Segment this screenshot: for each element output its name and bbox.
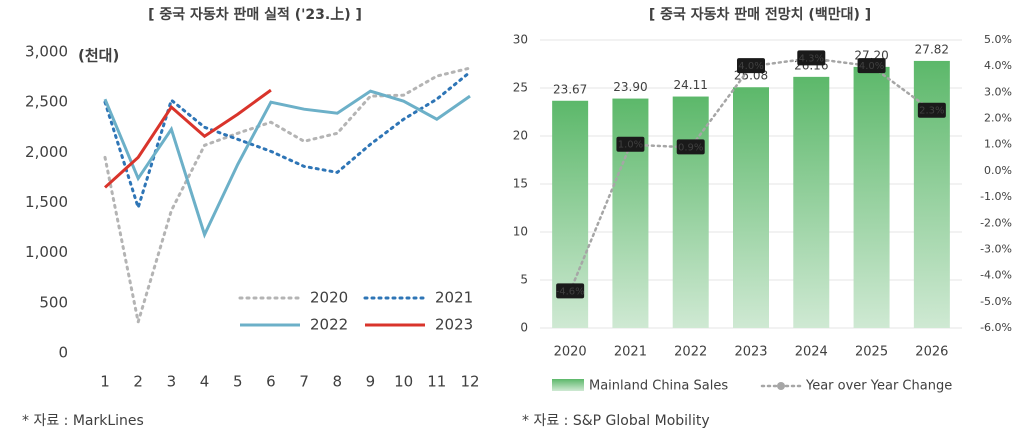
x-tick-label: 7 (299, 373, 309, 391)
y2-tick-label: -3.0% (980, 242, 1012, 255)
line-value-label: 4.0% (859, 61, 884, 72)
bar (733, 87, 769, 329)
y2-tick-label: -5.0% (980, 295, 1012, 308)
line-label-box (737, 58, 765, 74)
series-line (103, 88, 272, 189)
y-tick-label: 0 (520, 321, 528, 335)
y-tick-label: 1,500 (25, 193, 68, 211)
x-tick-label: 6 (266, 373, 276, 391)
x-tick-label: 8 (332, 373, 342, 391)
line-label-box (616, 136, 645, 152)
legend-label: Year over Year Change (805, 379, 952, 394)
y-tick-label: 30 (513, 33, 528, 47)
line-value-label: 2.3% (919, 106, 944, 117)
bar-value-label: 23.67 (553, 82, 587, 96)
bar (672, 96, 709, 328)
legend-marker (777, 382, 785, 390)
x-tick-label: 1 (100, 373, 110, 391)
y-tick-label: 20 (513, 129, 528, 143)
legend-label: 2022 (310, 316, 348, 334)
x-tick-label: 4 (200, 373, 210, 391)
bar (612, 98, 649, 328)
x-tick-label: 2022 (674, 345, 707, 360)
bar-value-label: 24.11 (674, 78, 708, 92)
line-label-box (797, 50, 826, 66)
x-tick-label: 9 (366, 373, 376, 391)
y-tick-label: 10 (513, 225, 528, 239)
line-label-box (556, 283, 585, 299)
y2-tick-label: 1.0% (984, 138, 1012, 151)
legend-label: 2021 (435, 289, 473, 307)
legend-swatch (552, 379, 584, 391)
y2-tick-label: 4.0% (984, 59, 1012, 72)
x-tick-label: 2024 (795, 345, 828, 360)
x-tick-label: 12 (460, 373, 479, 391)
x-tick-label: 2 (133, 373, 143, 391)
series-line (103, 89, 471, 239)
line-value-label: 0.9% (678, 142, 703, 153)
line-value-label: 1.0% (618, 140, 643, 151)
source: * 자료 : S&P Global Mobility (522, 413, 710, 429)
chart-title: [ 중국 자동차 판매 실적 ('23.上) ] (148, 6, 362, 23)
y2-tick-label: 3.0% (984, 85, 1012, 98)
x-tick-label: 2020 (554, 345, 587, 360)
x-tick-label: 11 (427, 373, 446, 391)
x-tick-label: 2026 (915, 345, 948, 360)
x-tick-label: 2023 (734, 345, 767, 360)
series-line (103, 66, 472, 323)
x-tick-label: 5 (233, 373, 243, 391)
unit-label: (천대) (78, 47, 119, 65)
x-tick-label: 3 (167, 373, 177, 391)
y2-tick-label: 5.0% (984, 33, 1012, 46)
y2-tick-label: 2.0% (984, 112, 1012, 125)
y-tick-label: 15 (513, 177, 528, 191)
line-label-box (857, 58, 886, 74)
y-tick-label: 2,500 (25, 93, 68, 111)
y-tick-label: 25 (513, 81, 528, 95)
legend-label: 2020 (310, 289, 348, 307)
legend-label: Mainland China Sales (589, 379, 728, 394)
y2-tick-label: -2.0% (980, 216, 1012, 229)
line-value-label: 4.0% (738, 61, 763, 72)
legend-label: 2023 (435, 316, 473, 334)
y-tick-label: 0 (58, 344, 68, 362)
y2-tick-label: -4.0% (980, 269, 1012, 282)
y-tick-label: 500 (39, 293, 68, 311)
line-label-box (917, 102, 946, 118)
x-tick-label: 2025 (855, 345, 888, 360)
y-tick-label: 5 (520, 273, 528, 287)
x-tick-label: 2021 (614, 345, 647, 360)
y-tick-label: 1,000 (25, 243, 68, 261)
bar (793, 76, 830, 328)
y2-tick-label: -1.0% (980, 190, 1012, 203)
y2-tick-label: 0.0% (984, 164, 1012, 177)
bar (853, 66, 890, 328)
y-tick-label: 2,000 (25, 143, 68, 161)
bar-value-label: 27.82 (915, 42, 949, 56)
line-label-box (676, 139, 705, 155)
series-line (103, 70, 472, 213)
bar-value-label: 23.90 (613, 80, 647, 94)
x-tick-label: 10 (394, 373, 413, 391)
line-value-label: 4.3% (799, 53, 824, 64)
source: * 자료 : MarkLines (22, 413, 144, 429)
chart-title: [ 중국 자동차 판매 전망치 (백만대) ] (649, 6, 871, 23)
y-tick-label: 3,000 (25, 43, 68, 61)
y2-tick-label: -6.0% (980, 321, 1012, 334)
line-value-label: -4.6% (556, 286, 585, 297)
